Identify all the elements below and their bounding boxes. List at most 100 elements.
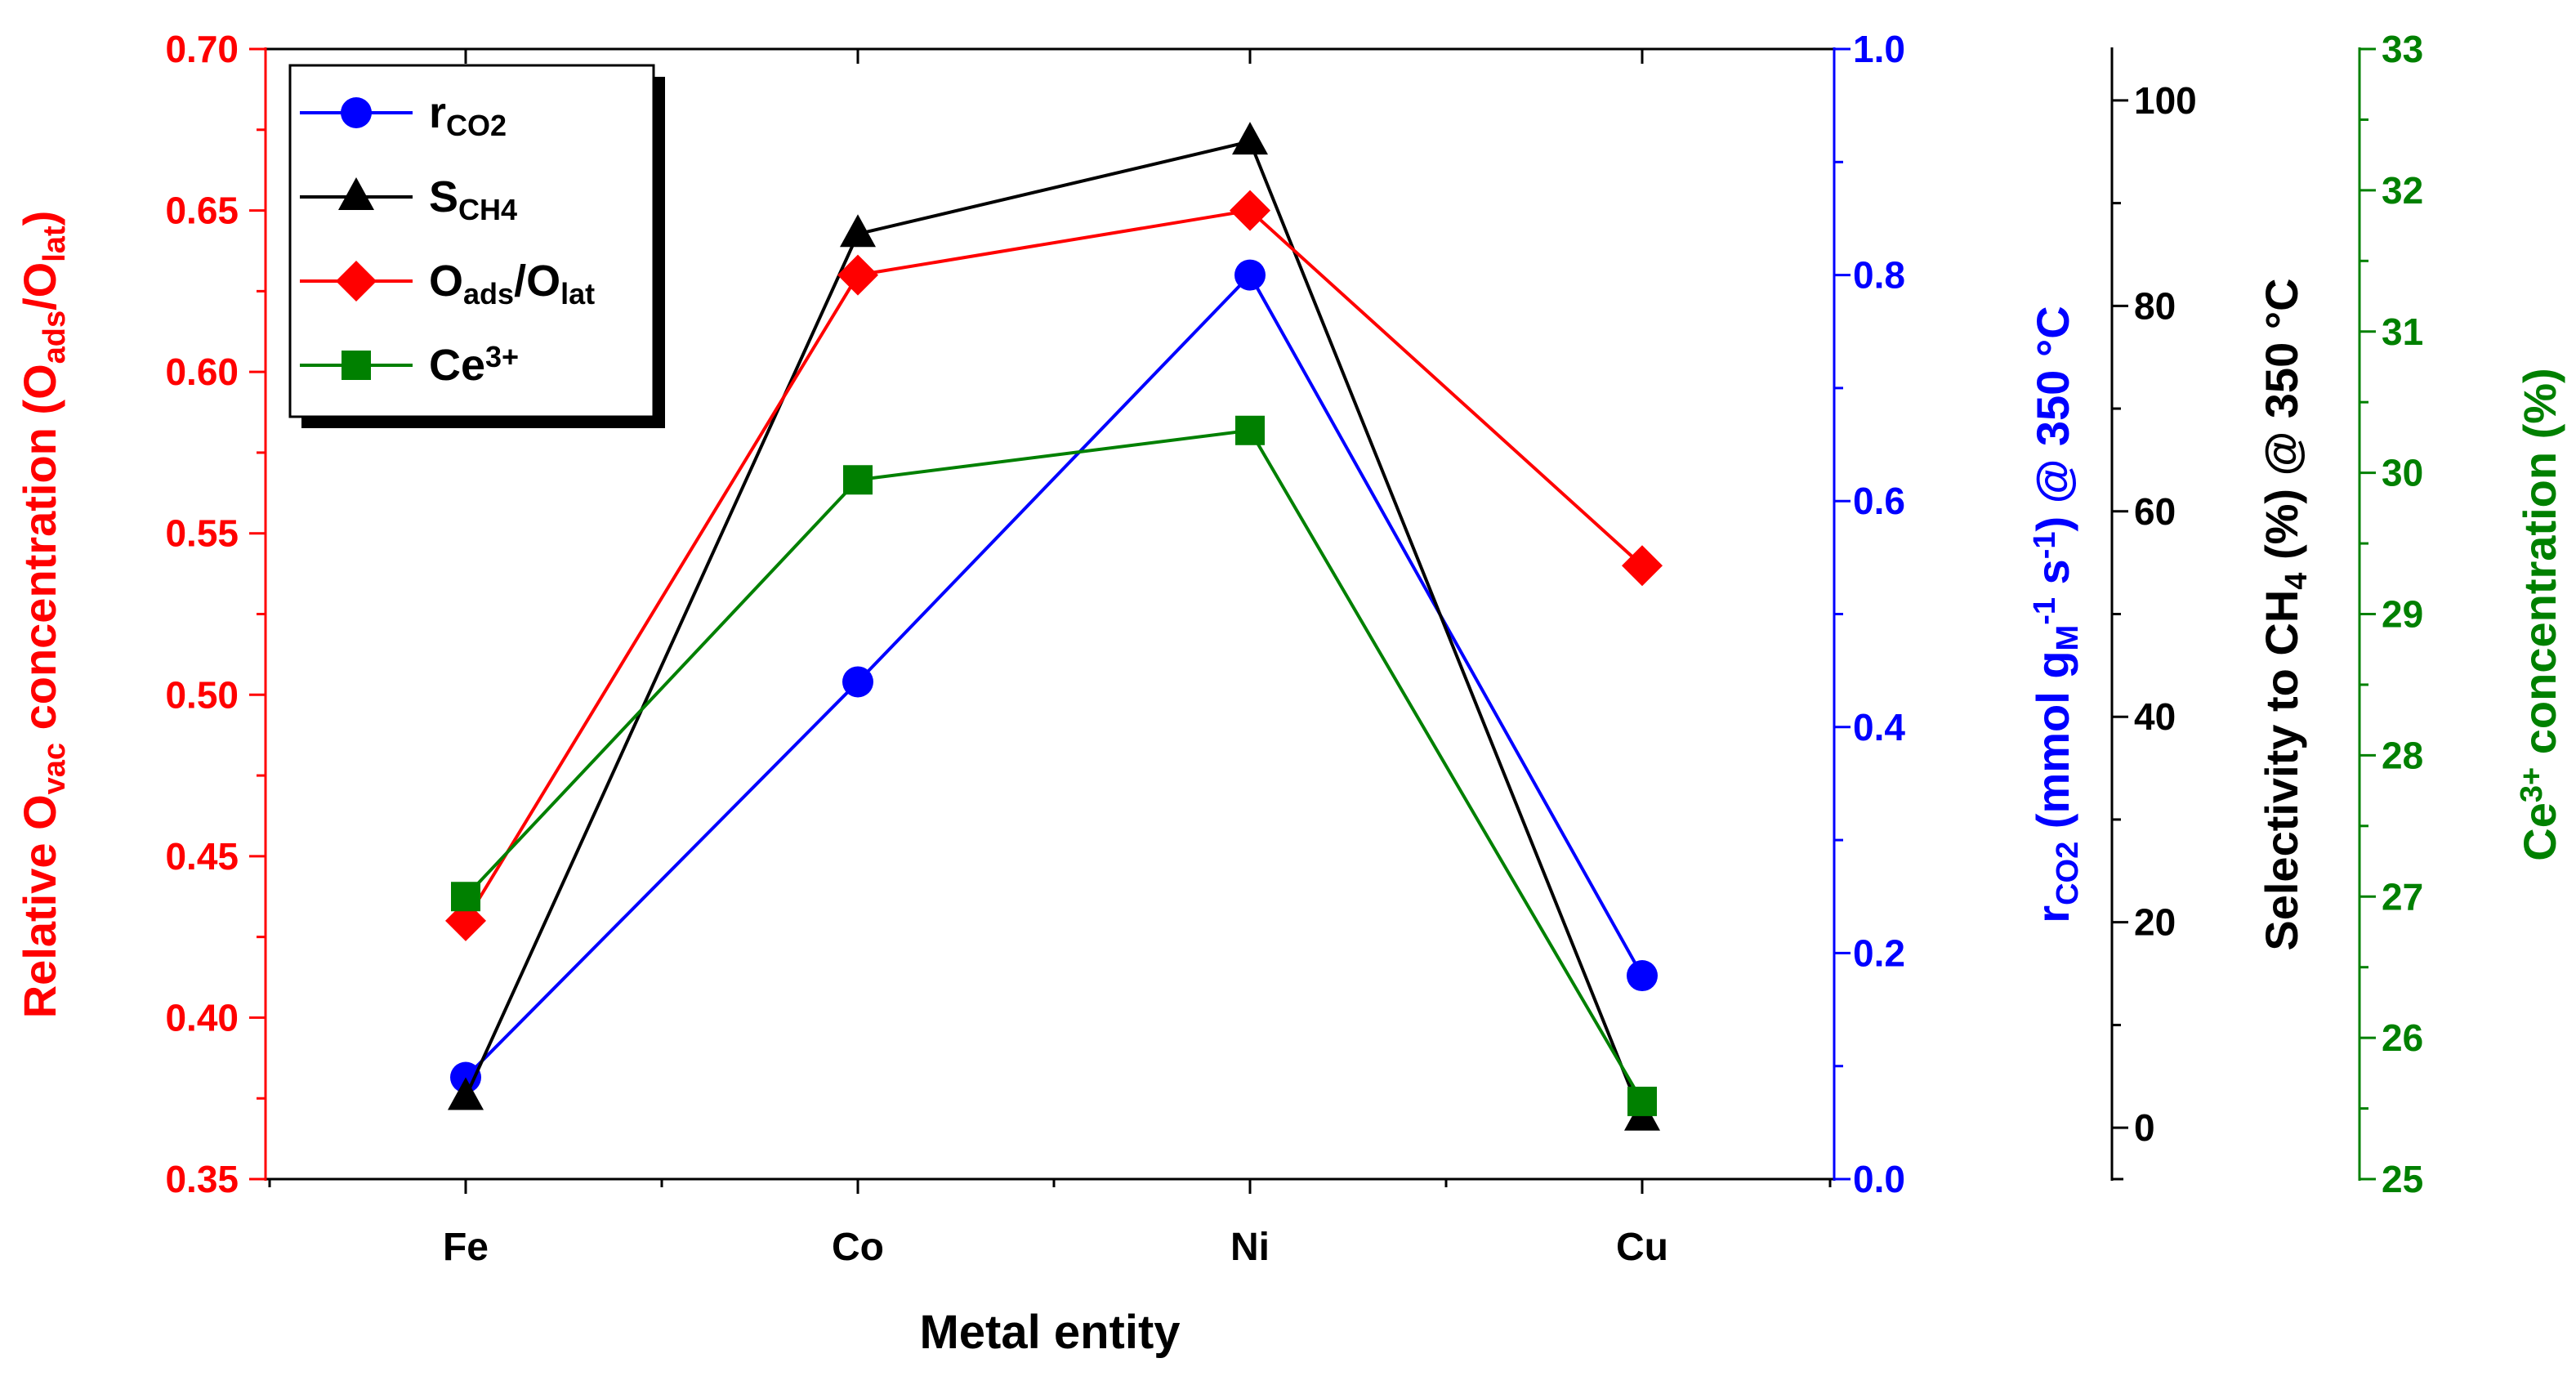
right2-tick-label: 80	[2134, 284, 2176, 327]
text-part: -1	[2028, 597, 2062, 625]
right3-tick-label: 29	[2382, 593, 2423, 636]
text-part: lat	[38, 226, 72, 262]
text-part: 3+	[2515, 767, 2549, 802]
right1-tick-label: 0.2	[1853, 932, 1905, 974]
text-part: 4	[2279, 573, 2314, 590]
right3-tick-label: 31	[2382, 311, 2423, 353]
text-part: (mmol g	[2027, 650, 2078, 841]
right3-tick-label: 30	[2382, 452, 2423, 494]
data-point	[448, 1077, 484, 1110]
legend-label: Oads/Olat	[429, 257, 595, 311]
right1-axis-title: rCO2 (mmol gM-1 s-1) @ 350 °C	[2027, 306, 2085, 923]
data-point	[1235, 415, 1265, 445]
x-axis-title: Metal entity	[919, 1306, 1180, 1359]
data-point	[1627, 960, 1658, 992]
data-point	[1230, 190, 1270, 231]
text-part: Ce	[2514, 802, 2565, 861]
x-tick-label: Cu	[1616, 1226, 1668, 1269]
right1-tick-label: 0.4	[1853, 706, 1905, 748]
text-part: /O	[14, 262, 65, 311]
text-part: -1	[2028, 531, 2062, 559]
text-part: r	[429, 88, 446, 137]
legend-marker	[342, 351, 371, 380]
legend-marker	[341, 97, 372, 128]
data-point	[842, 666, 873, 698]
series-Ce3+	[451, 415, 1657, 1116]
x-tick-label: Fe	[443, 1226, 489, 1269]
text-part: O	[429, 257, 463, 306]
legend: rCO2 SCH4 Oads/Olat Ce3+	[288, 64, 665, 428]
text-part: s	[2027, 559, 2078, 597]
right3-tick-label: 28	[2382, 734, 2423, 776]
text-part: (%) @ 350 °C	[2256, 278, 2307, 572]
text-part: CO2	[446, 109, 507, 142]
left-tick-label: 0.60	[165, 351, 239, 393]
text-part: lat	[560, 277, 595, 311]
right3-tick-label: 32	[2382, 169, 2423, 212]
right3-axis-title: Ce3+ concentration (%)	[2514, 368, 2565, 860]
data-point	[837, 254, 878, 296]
series-layer	[445, 122, 1663, 1131]
text-part: S	[429, 172, 458, 221]
text-part: r	[2027, 905, 2078, 923]
x-tick-label: Co	[832, 1226, 884, 1269]
text-part: 3+	[485, 340, 519, 373]
right3-tick-label: 26	[2382, 1016, 2423, 1059]
right1-tick-label: 0.8	[1853, 254, 1905, 297]
left-tick-label: 0.70	[165, 28, 239, 70]
right2-tick-label: 100	[2134, 79, 2197, 122]
right1-tick-label: 1.0	[1853, 28, 1905, 70]
legend-marker	[338, 177, 374, 210]
right2-tick-label: 40	[2134, 695, 2176, 738]
right1-tick-label: 0.0	[1853, 1158, 1905, 1200]
left-tick-label: 0.40	[165, 996, 239, 1039]
right3-tick-label: 27	[2382, 875, 2423, 918]
text-part: ) @ 350 °C	[2027, 306, 2078, 531]
text-part: ads	[38, 311, 72, 364]
left-tick-label: 0.55	[165, 512, 239, 555]
legend-label: Ce3+	[429, 340, 519, 390]
left-axis-title: Relative Ovac concentration (Oads/Olat)	[14, 211, 72, 1019]
text-part: Selectivity to CH	[2256, 590, 2307, 951]
legend-label: SCH4	[429, 172, 517, 226]
data-point	[1234, 259, 1266, 291]
text-part: concentration (O	[14, 364, 65, 743]
data-point	[451, 882, 480, 912]
series-Oads/Olat	[445, 190, 1663, 941]
left-tick-label: 0.50	[165, 673, 239, 716]
text-part: ads	[463, 277, 514, 311]
data-point	[1232, 122, 1268, 155]
right2-tick-label: 60	[2134, 490, 2176, 533]
text-part: concentration (%)	[2514, 368, 2565, 766]
plot-frame-layer	[266, 47, 1834, 1181]
text-part: CH4	[458, 193, 517, 226]
text-part: /O	[514, 257, 560, 306]
data-point	[1627, 1086, 1657, 1116]
left-tick-label: 0.65	[165, 190, 239, 232]
text-part: vac	[38, 743, 72, 794]
x-tick-label: Ni	[1230, 1226, 1270, 1269]
right2-tick-label: 20	[2134, 901, 2176, 944]
legend-label: rCO2	[429, 88, 507, 142]
data-point	[1622, 545, 1663, 587]
left-tick-label: 0.35	[165, 1158, 239, 1200]
right2-tick-label: 0	[2134, 1106, 2155, 1149]
right1-tick-label: 0.6	[1853, 480, 1905, 522]
right3-tick-label: 33	[2382, 28, 2423, 70]
text-part: Relative O	[14, 794, 65, 1018]
text-part: CO2	[2051, 842, 2085, 905]
legend-marker	[336, 261, 377, 302]
right3-tick-label: 25	[2382, 1158, 2423, 1200]
text-part: Ce	[429, 341, 485, 390]
text-part: )	[14, 211, 65, 226]
right2-axis-title: Selectivity to CH4 (%) @ 350 °C	[2256, 278, 2314, 950]
series-line	[464, 428, 1644, 1102]
series-line	[464, 208, 1644, 922]
left-tick-label: 0.45	[165, 835, 239, 878]
data-point	[840, 214, 876, 248]
text-part: M	[2051, 625, 2085, 651]
data-point	[843, 465, 873, 495]
series-line	[464, 139, 1644, 1119]
